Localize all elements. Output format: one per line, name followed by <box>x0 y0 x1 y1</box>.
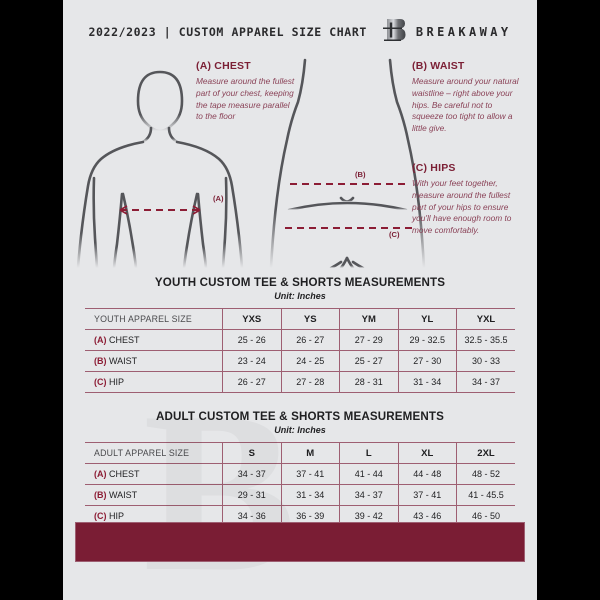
adult-size-col-3: XL <box>398 442 457 464</box>
youth-waist-yl: 27 - 30 <box>398 350 457 372</box>
youth-row-label-waist: (B) WAIST <box>85 350 223 372</box>
chest-measure-line <box>119 205 201 215</box>
youth-chest-ys: 26 - 27 <box>281 329 340 351</box>
youth-chest-yxs: 25 - 26 <box>222 329 282 351</box>
youth-chest-yl: 29 - 32.5 <box>398 329 457 351</box>
adult-chest-l: 41 - 44 <box>339 463 399 485</box>
youth-hip-ys: 27 - 28 <box>281 371 340 393</box>
table-header-row: ADULT APPAREL SIZE S M L XL 2XL <box>85 442 515 464</box>
youth-waist-yxs: 23 - 24 <box>222 350 282 372</box>
youth-size-col-0: YXS <box>222 308 282 330</box>
youth-hip-yxl: 34 - 37 <box>456 371 515 393</box>
adult-waist-l: 34 - 37 <box>339 484 399 506</box>
youth-section-title: YOUTH CUSTOM TEE & SHORTS MEASUREMENTS <box>154 276 446 289</box>
youth-size-table: YOUTH APPAREL SIZE YXS YS YM YL YXL (A) … <box>85 308 515 393</box>
table-row: (A) CHEST 25 - 26 26 - 27 27 - 29 29 - 3… <box>85 329 515 351</box>
adult-chest-2xl: 48 - 52 <box>456 463 515 485</box>
measure-tag: (B) <box>94 490 107 500</box>
table-header-row: YOUTH APPAREL SIZE YXS YS YM YL YXL <box>85 308 515 330</box>
youth-chest-yxl: 32.5 - 35.5 <box>456 329 515 351</box>
measure-tag: (A) <box>94 335 107 345</box>
callout-waist-title: (B) WAIST <box>412 60 465 72</box>
table-row: (B) WAIST 23 - 24 24 - 25 25 - 27 27 - 3… <box>85 350 515 372</box>
body-figures-illustration <box>76 58 426 270</box>
adult-section: ADULT CUSTOM TEE & SHORTS MEASUREMENTS U… <box>63 410 537 527</box>
callout-hips: (C) HIPS With your feet together, measur… <box>412 162 524 237</box>
measure-name: HIP <box>109 377 125 387</box>
adult-row-label-waist: (B) WAIST <box>85 484 223 506</box>
callout-chest-body: Measure around the fullest part of your … <box>196 76 295 122</box>
adult-chest-m: 37 - 41 <box>281 463 340 485</box>
table-row: (B) WAIST 29 - 31 31 - 34 34 - 37 37 - 4… <box>85 484 515 506</box>
youth-size-col-4: YXL <box>456 308 515 330</box>
youth-size-col-3: YL <box>398 308 457 330</box>
size-chart-page: B 2022/2023 | CUSTOM APPAREL SIZE CHART <box>63 0 537 600</box>
table-row: (A) CHEST 34 - 37 37 - 41 41 - 44 44 - 4… <box>85 463 515 485</box>
measure-name: CHEST <box>109 335 140 345</box>
page-title: 2022/2023 | CUSTOM APPAREL SIZE CHART <box>88 25 367 39</box>
adult-row-label-chest: (A) CHEST <box>85 463 223 485</box>
youth-size-col-2: YM <box>339 308 399 330</box>
youth-hip-yl: 31 - 34 <box>398 371 457 393</box>
chest-marker-label: (A) <box>213 194 224 203</box>
adult-chest-xl: 44 - 48 <box>398 463 457 485</box>
measure-tag: (A) <box>94 469 107 479</box>
measure-name: WAIST <box>109 490 138 500</box>
measure-name: CHEST <box>109 469 140 479</box>
measure-tag: (C) <box>94 377 107 387</box>
adult-chest-s: 34 - 37 <box>222 463 282 485</box>
adult-waist-2xl: 41 - 45.5 <box>456 484 515 506</box>
adult-size-col-4: 2XL <box>456 442 515 464</box>
waist-marker-label: (B) <box>355 170 366 179</box>
youth-size-col-1: YS <box>281 308 340 330</box>
callout-hips-title: (C) HIPS <box>412 162 456 174</box>
adult-size-table: ADULT APPAREL SIZE S M L XL 2XL (A) CHES… <box>85 442 515 527</box>
adult-size-col-1: M <box>281 442 340 464</box>
youth-waist-ym: 25 - 27 <box>339 350 399 372</box>
table-row: (C) HIP 26 - 27 27 - 28 28 - 31 31 - 34 … <box>85 371 515 393</box>
youth-waist-ys: 24 - 25 <box>281 350 340 372</box>
callout-chest: (A) CHEST Measure around the fullest par… <box>196 60 296 123</box>
callout-waist-body: Measure around your natural waistline – … <box>412 76 519 134</box>
measure-name: WAIST <box>109 356 138 366</box>
youth-hip-yxs: 26 - 27 <box>222 371 282 393</box>
footer-bar <box>75 522 525 562</box>
measure-tag: (B) <box>94 356 107 366</box>
measurement-diagram: (A) (B) (C) (A) CHEST Measure around the… <box>63 58 537 270</box>
adult-section-title: ADULT CUSTOM TEE & SHORTS MEASUREMENTS <box>155 410 445 423</box>
youth-chest-ym: 27 - 29 <box>339 329 399 351</box>
youth-row-label-hip: (C) HIP <box>85 371 223 393</box>
adult-size-col-0: S <box>222 442 282 464</box>
lower-body-figure <box>269 58 426 270</box>
adult-size-col-2: L <box>339 442 399 464</box>
adult-section-unit: Unit: Inches <box>274 425 326 435</box>
measure-tag: (C) <box>94 511 107 521</box>
youth-section: YOUTH CUSTOM TEE & SHORTS MEASUREMENTS U… <box>63 276 537 393</box>
page-header: 2022/2023 | CUSTOM APPAREL SIZE CHART <box>63 0 537 58</box>
adult-waist-xl: 37 - 41 <box>398 484 457 506</box>
hip-marker-label: (C) <box>389 230 400 239</box>
measure-name: HIP <box>109 511 125 521</box>
adult-waist-s: 29 - 31 <box>222 484 282 506</box>
breakaway-b-logo-icon <box>381 15 407 50</box>
brand-lockup: BREAKAWAY <box>381 15 512 50</box>
youth-section-unit: Unit: Inches <box>274 291 326 301</box>
callout-hips-body: With your feet together, measure around … <box>412 178 512 236</box>
callout-chest-title: (A) CHEST <box>196 60 251 72</box>
brand-name: BREAKAWAY <box>415 25 512 39</box>
adult-row-header: ADULT APPAREL SIZE <box>85 442 223 464</box>
youth-row-label-chest: (A) CHEST <box>85 329 223 351</box>
adult-waist-m: 31 - 34 <box>281 484 340 506</box>
youth-row-header: YOUTH APPAREL SIZE <box>85 308 223 330</box>
callout-waist: (B) WAIST Measure around your natural wa… <box>412 60 524 135</box>
youth-hip-ym: 28 - 31 <box>339 371 399 393</box>
youth-waist-yxl: 30 - 33 <box>456 350 515 372</box>
